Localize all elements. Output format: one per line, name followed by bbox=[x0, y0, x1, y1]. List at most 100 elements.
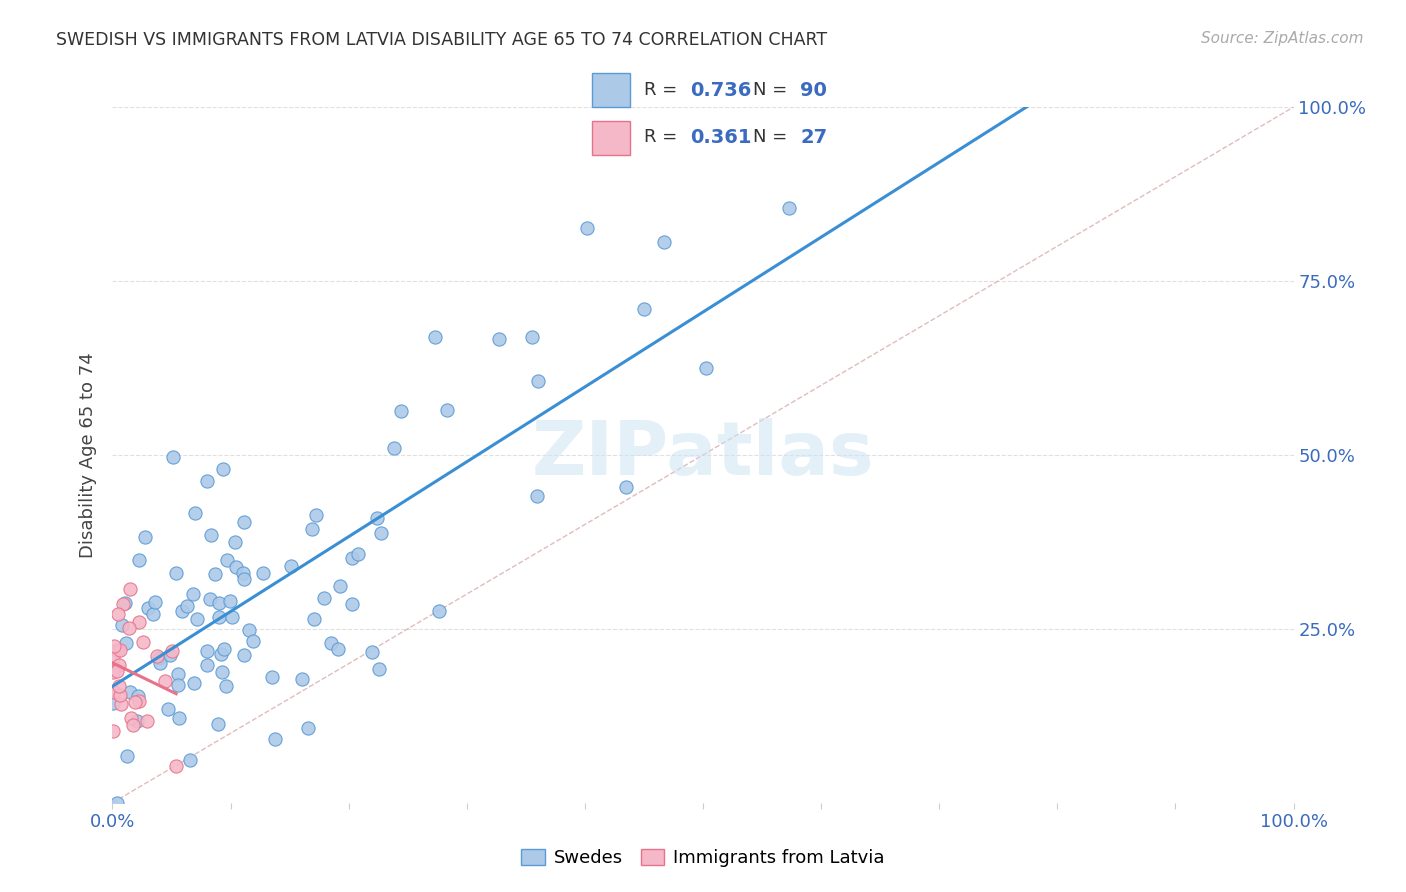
Point bbox=[264, 731, 287, 746]
Text: 0.736: 0.736 bbox=[690, 80, 752, 100]
Point bbox=[111, 618, 134, 632]
Point bbox=[312, 591, 335, 605]
Point bbox=[211, 665, 233, 680]
Point bbox=[184, 506, 207, 520]
Point bbox=[136, 600, 159, 615]
Point bbox=[232, 566, 254, 580]
Point bbox=[112, 597, 135, 611]
Point bbox=[120, 582, 142, 596]
Point bbox=[427, 604, 450, 618]
Point bbox=[384, 442, 406, 456]
Point bbox=[120, 711, 142, 725]
Point bbox=[232, 515, 254, 529]
Point bbox=[148, 651, 170, 665]
Point bbox=[105, 664, 128, 678]
Point bbox=[297, 721, 319, 735]
Point bbox=[108, 679, 131, 693]
Point bbox=[208, 597, 231, 611]
Point bbox=[195, 474, 218, 488]
Point bbox=[633, 301, 655, 316]
Point bbox=[101, 724, 124, 739]
Point bbox=[167, 710, 190, 724]
Point bbox=[211, 461, 233, 475]
Point bbox=[186, 612, 208, 626]
Point bbox=[128, 694, 150, 708]
Text: R =: R = bbox=[644, 81, 683, 99]
Point bbox=[368, 662, 391, 676]
Point bbox=[124, 695, 146, 709]
Point bbox=[167, 678, 190, 692]
Text: ZIPatlas: ZIPatlas bbox=[531, 418, 875, 491]
Point bbox=[105, 796, 128, 810]
Point bbox=[165, 566, 187, 580]
Text: SWEDISH VS IMMIGRANTS FROM LATVIA DISABILITY AGE 65 TO 74 CORRELATION CHART: SWEDISH VS IMMIGRANTS FROM LATVIA DISABI… bbox=[56, 31, 827, 49]
Point bbox=[128, 553, 150, 567]
Point bbox=[520, 330, 543, 344]
Point bbox=[347, 547, 370, 561]
Point bbox=[103, 639, 125, 653]
Point bbox=[145, 649, 167, 664]
Point bbox=[118, 685, 141, 699]
Point bbox=[121, 718, 143, 732]
FancyBboxPatch shape bbox=[592, 121, 630, 155]
Point bbox=[616, 480, 638, 494]
Point bbox=[340, 550, 363, 565]
Point bbox=[252, 566, 274, 581]
Point bbox=[200, 527, 222, 541]
Point bbox=[197, 644, 219, 658]
Point bbox=[197, 658, 219, 673]
Point bbox=[134, 530, 156, 544]
Point bbox=[370, 525, 392, 540]
Point bbox=[127, 714, 149, 728]
Point bbox=[215, 680, 238, 694]
Point bbox=[176, 599, 198, 613]
Point bbox=[162, 644, 184, 658]
Point bbox=[165, 758, 187, 772]
Point bbox=[280, 558, 302, 573]
Point bbox=[103, 685, 125, 699]
Point bbox=[242, 634, 264, 648]
Text: R =: R = bbox=[644, 128, 683, 146]
Point bbox=[219, 593, 242, 607]
Point bbox=[101, 696, 124, 710]
Point bbox=[110, 698, 132, 712]
Point bbox=[232, 572, 254, 586]
Point bbox=[302, 612, 325, 626]
Point bbox=[149, 656, 172, 670]
Point bbox=[155, 674, 177, 689]
Text: 27: 27 bbox=[800, 128, 827, 147]
Point bbox=[105, 643, 128, 657]
Text: 90: 90 bbox=[800, 80, 827, 100]
Point bbox=[101, 650, 124, 665]
Point bbox=[127, 689, 149, 703]
Point bbox=[778, 201, 800, 215]
Point bbox=[142, 607, 165, 622]
Point bbox=[233, 648, 256, 663]
Point bbox=[575, 220, 598, 235]
Point bbox=[167, 667, 190, 681]
Point bbox=[136, 714, 159, 728]
Point bbox=[209, 647, 232, 661]
Point bbox=[321, 636, 343, 650]
Point bbox=[526, 489, 548, 503]
Text: Source: ZipAtlas.com: Source: ZipAtlas.com bbox=[1201, 31, 1364, 46]
Y-axis label: Disability Age 65 to 74: Disability Age 65 to 74 bbox=[79, 352, 97, 558]
Point bbox=[108, 643, 131, 657]
Point bbox=[695, 361, 717, 376]
Point bbox=[114, 596, 136, 610]
FancyBboxPatch shape bbox=[592, 73, 630, 106]
Point bbox=[342, 597, 364, 611]
Point bbox=[159, 648, 181, 662]
Point bbox=[217, 552, 239, 566]
Point bbox=[107, 607, 129, 622]
Point bbox=[114, 636, 136, 650]
Point bbox=[183, 676, 205, 690]
Point bbox=[208, 610, 231, 624]
Point bbox=[326, 642, 349, 657]
Point bbox=[329, 579, 352, 593]
Point bbox=[162, 450, 184, 464]
Point bbox=[156, 701, 179, 715]
Point bbox=[132, 635, 155, 649]
Point bbox=[291, 673, 314, 687]
Point bbox=[238, 624, 260, 638]
